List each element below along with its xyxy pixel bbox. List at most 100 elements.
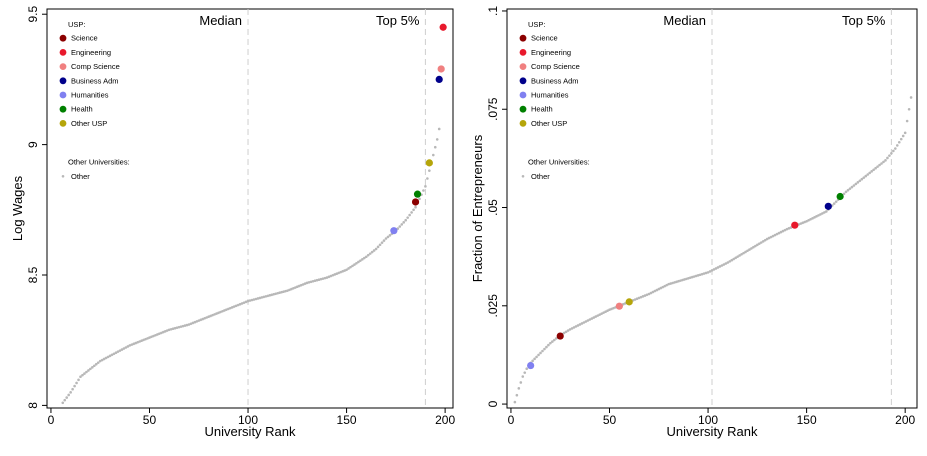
other-university-point	[907, 107, 911, 111]
legend-marker	[519, 120, 527, 127]
other-university-point	[173, 326, 177, 330]
other-university-point	[142, 338, 145, 342]
other-university-point	[313, 279, 317, 283]
other-university-point	[886, 156, 889, 160]
other-university-point	[382, 239, 386, 242]
other-university-point	[262, 295, 266, 299]
other-university-point	[769, 235, 773, 239]
other-university-point	[284, 289, 287, 293]
other-university-point	[718, 265, 722, 268]
other-university-point	[134, 341, 137, 345]
x-axis-title: University Rank	[666, 424, 758, 439]
other-university-point	[708, 270, 712, 273]
other-university-point	[238, 302, 242, 306]
other-university-point	[309, 280, 313, 284]
other-university-point	[422, 189, 425, 192]
other-university-point	[710, 269, 714, 272]
x-tick-label: 150	[797, 413, 817, 427]
other-university-point	[801, 221, 804, 225]
other-university-point	[79, 375, 82, 379]
other-university-point	[140, 339, 143, 343]
y-tick-label: .05	[486, 199, 500, 216]
other-university-point	[368, 252, 372, 255]
other-university-point	[112, 352, 116, 356]
other-university-point	[834, 200, 838, 203]
other-university-point	[400, 223, 404, 226]
other-university-point	[655, 288, 659, 292]
usp-point-engineering	[791, 221, 799, 229]
other-university-point	[138, 340, 141, 343]
other-university-point	[349, 265, 352, 269]
other-university-point	[882, 160, 885, 164]
other-university-point	[590, 317, 594, 320]
other-university-point	[197, 319, 201, 322]
other-university-point	[69, 391, 72, 394]
legend-label: Humanities	[71, 91, 109, 100]
other-university-point	[236, 303, 240, 307]
other-university-point	[901, 134, 905, 138]
other-university-point	[242, 301, 246, 304]
x-tick-label: 50	[143, 413, 157, 427]
reference-line-label: Top 5%	[376, 13, 420, 28]
other-university-point	[264, 295, 268, 298]
other-university-point	[288, 288, 291, 292]
other-university-point	[418, 197, 421, 201]
other-university-point	[317, 278, 321, 281]
other-university-point	[763, 238, 767, 242]
other-university-point	[128, 344, 132, 347]
other-university-point	[604, 310, 607, 313]
other-university-point	[600, 312, 603, 315]
other-university-point	[209, 314, 212, 318]
log-wages-panel: Median Top 5% 0 50 100 150 200 8 8.5 9 9.5 Universi…	[10, 6, 455, 439]
other-university-point	[380, 241, 384, 244]
other-university-point	[685, 277, 688, 281]
other-university-point	[189, 322, 193, 326]
other-university-point	[315, 278, 319, 282]
other-university-point	[154, 333, 157, 337]
legend-marker	[59, 91, 67, 99]
other-university-point	[205, 316, 208, 319]
other-university-point	[93, 364, 96, 368]
other-university-point	[165, 329, 169, 332]
other-university-point	[799, 222, 803, 225]
other-university-point	[582, 321, 586, 324]
legend-marker	[521, 174, 525, 178]
other-university-point	[846, 188, 850, 192]
other-university-point	[256, 297, 260, 300]
y-axis-title: Fraction of Entrepreneurs	[470, 134, 485, 282]
other-university-point	[643, 294, 647, 297]
other-university-point	[258, 296, 262, 300]
other-university-point	[746, 249, 749, 253]
legend-usp-title: USP:	[68, 20, 86, 29]
other-university-point	[706, 271, 710, 274]
other-university-point	[201, 317, 204, 321]
other-university-point	[323, 276, 327, 280]
other-university-point	[673, 281, 676, 284]
other-university-point	[758, 242, 761, 245]
other-university-point	[230, 306, 234, 309]
other-university-point	[437, 127, 441, 131]
other-university-point	[696, 274, 700, 277]
other-university-point	[635, 297, 639, 301]
other-university-point	[248, 299, 252, 302]
other-university-point	[702, 272, 706, 275]
other-university-point	[890, 151, 893, 155]
other-university-point	[884, 159, 887, 162]
usp-point-business-adm	[435, 75, 443, 84]
other-university-point	[854, 182, 858, 186]
other-university-point	[108, 354, 112, 358]
other-university-point	[692, 275, 696, 278]
legend-label: Science	[71, 34, 98, 43]
other-university-point	[734, 256, 737, 260]
other-university-point	[539, 351, 542, 355]
other-university-point	[892, 149, 895, 153]
legend-label: Health	[71, 105, 93, 114]
other-university-point	[81, 373, 84, 377]
other-university-point	[756, 243, 759, 247]
other-university-point	[844, 190, 848, 194]
other-university-point	[775, 232, 779, 236]
other-university-point	[811, 217, 814, 220]
other-university-point	[234, 304, 238, 308]
other-university-point	[909, 96, 913, 99]
